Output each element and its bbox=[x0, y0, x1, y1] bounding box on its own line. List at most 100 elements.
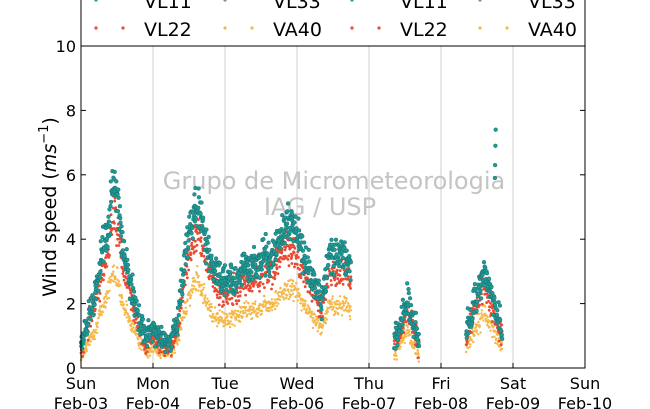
data-point-VA40 bbox=[299, 294, 301, 296]
data-point-VA40 bbox=[469, 336, 471, 338]
data-point-VA40 bbox=[251, 305, 253, 307]
data-point-VA40 bbox=[327, 311, 329, 313]
data-point-VL11 bbox=[326, 263, 330, 267]
legend: VL11 VL33 VL11 VL33VL22 VA40 VL22 VA40 bbox=[81, 0, 585, 46]
data-point-VL11 bbox=[414, 311, 418, 315]
data-point-VL22 bbox=[118, 244, 121, 247]
data-point-VA40 bbox=[210, 310, 212, 312]
data-point-VL22 bbox=[108, 254, 111, 257]
data-point-VA40 bbox=[469, 346, 471, 348]
data-point-VL11 bbox=[206, 241, 210, 245]
data-point-VL22 bbox=[235, 299, 238, 302]
data-point-VL11 bbox=[196, 206, 200, 210]
data-point-VA40 bbox=[99, 308, 101, 310]
data-point-VA40 bbox=[399, 348, 401, 350]
data-point-VA40 bbox=[238, 316, 240, 318]
data-point-VA40 bbox=[276, 305, 278, 307]
data-point-VL11 bbox=[297, 229, 301, 233]
data-point-VA40 bbox=[89, 344, 91, 346]
data-point-VA40 bbox=[109, 281, 111, 283]
data-point-VA40 bbox=[124, 314, 126, 316]
data-point-VA40 bbox=[493, 336, 495, 338]
data-point-VL11 bbox=[494, 144, 498, 148]
data-point-VL11 bbox=[201, 216, 205, 220]
data-point-VL22 bbox=[289, 244, 292, 247]
data-point-VL11 bbox=[131, 273, 135, 277]
data-point-VL11 bbox=[116, 209, 120, 213]
data-point-VL11 bbox=[485, 271, 489, 275]
data-point-VL22 bbox=[190, 242, 193, 245]
x-tick-date: Feb-05 bbox=[198, 394, 252, 409]
data-point-VA40 bbox=[399, 346, 401, 348]
data-point-VL22 bbox=[337, 277, 340, 280]
data-point-VA40 bbox=[469, 343, 471, 345]
data-point-VL11 bbox=[402, 317, 406, 321]
data-point-VL22 bbox=[262, 283, 265, 286]
data-point-VL22 bbox=[173, 342, 176, 345]
data-point-VA40 bbox=[114, 275, 116, 277]
data-point-VA40 bbox=[195, 289, 197, 291]
data-point-VL11 bbox=[321, 298, 325, 302]
data-point-VL11 bbox=[145, 344, 149, 348]
data-point-VL22 bbox=[281, 251, 284, 254]
data-point-VA40 bbox=[147, 356, 149, 358]
data-point-VA40 bbox=[291, 285, 293, 287]
data-point-VL22 bbox=[255, 281, 258, 284]
data-point-VA40 bbox=[479, 331, 481, 333]
data-point-VL22 bbox=[290, 256, 293, 259]
data-point-VL11 bbox=[197, 187, 201, 191]
data-point-VL11 bbox=[396, 343, 400, 347]
data-point-VA40 bbox=[275, 290, 277, 292]
data-point-VL22 bbox=[106, 265, 109, 268]
data-point-VA40 bbox=[256, 316, 258, 318]
data-point-VA40 bbox=[306, 308, 308, 310]
data-point-VL11 bbox=[404, 308, 408, 312]
data-point-VA40 bbox=[201, 292, 203, 294]
y-axis-label-unit: ms bbox=[39, 144, 61, 173]
data-point-VL22 bbox=[466, 341, 469, 344]
data-point-VL22 bbox=[237, 299, 240, 302]
data-point-VA40 bbox=[190, 294, 192, 296]
data-point-VL11 bbox=[193, 193, 197, 197]
data-point-VA40 bbox=[186, 310, 188, 312]
data-point-VL11 bbox=[131, 286, 135, 290]
data-point-VA40 bbox=[202, 302, 204, 304]
data-point-VA40 bbox=[251, 317, 253, 319]
data-point-VL11 bbox=[274, 258, 278, 262]
y-tick-label: 8 bbox=[66, 101, 76, 120]
x-tick-day: Thu bbox=[353, 374, 384, 393]
data-point-VL22 bbox=[291, 262, 294, 265]
data-point-VA40 bbox=[95, 329, 97, 331]
data-point-VA40 bbox=[119, 284, 121, 286]
data-point-VA40 bbox=[86, 350, 88, 352]
data-point-VL11 bbox=[312, 273, 316, 277]
data-point-VA40 bbox=[350, 309, 352, 311]
data-point-VL11 bbox=[347, 254, 351, 258]
data-point-VL22 bbox=[239, 294, 242, 297]
data-point-VA40 bbox=[246, 314, 248, 316]
data-point-VL11 bbox=[297, 217, 301, 221]
data-point-VA40 bbox=[253, 307, 255, 309]
data-point-VL22 bbox=[300, 276, 303, 279]
data-point-VA40 bbox=[257, 312, 259, 314]
data-point-VL11 bbox=[293, 221, 297, 225]
data-point-VL11 bbox=[116, 188, 120, 192]
y-tick-label: 10 bbox=[56, 37, 76, 56]
data-point-VL11 bbox=[129, 278, 133, 282]
data-point-VL22 bbox=[500, 343, 503, 346]
data-point-VL11 bbox=[163, 350, 167, 354]
data-point-VA40 bbox=[90, 340, 92, 342]
data-point-VA40 bbox=[108, 290, 110, 292]
data-point-VL11 bbox=[308, 260, 312, 264]
data-point-VL11 bbox=[267, 241, 271, 245]
data-point-VA40 bbox=[234, 309, 236, 311]
data-point-VA40 bbox=[282, 296, 284, 298]
data-point-VA40 bbox=[226, 315, 228, 317]
data-point-VA40 bbox=[325, 322, 327, 324]
data-point-VL22 bbox=[271, 283, 274, 286]
data-point-VA40 bbox=[481, 309, 483, 311]
data-point-VL22 bbox=[239, 290, 242, 293]
data-point-VA40 bbox=[417, 354, 419, 356]
data-point-VL11 bbox=[493, 176, 497, 180]
data-point-VL22 bbox=[192, 248, 195, 251]
